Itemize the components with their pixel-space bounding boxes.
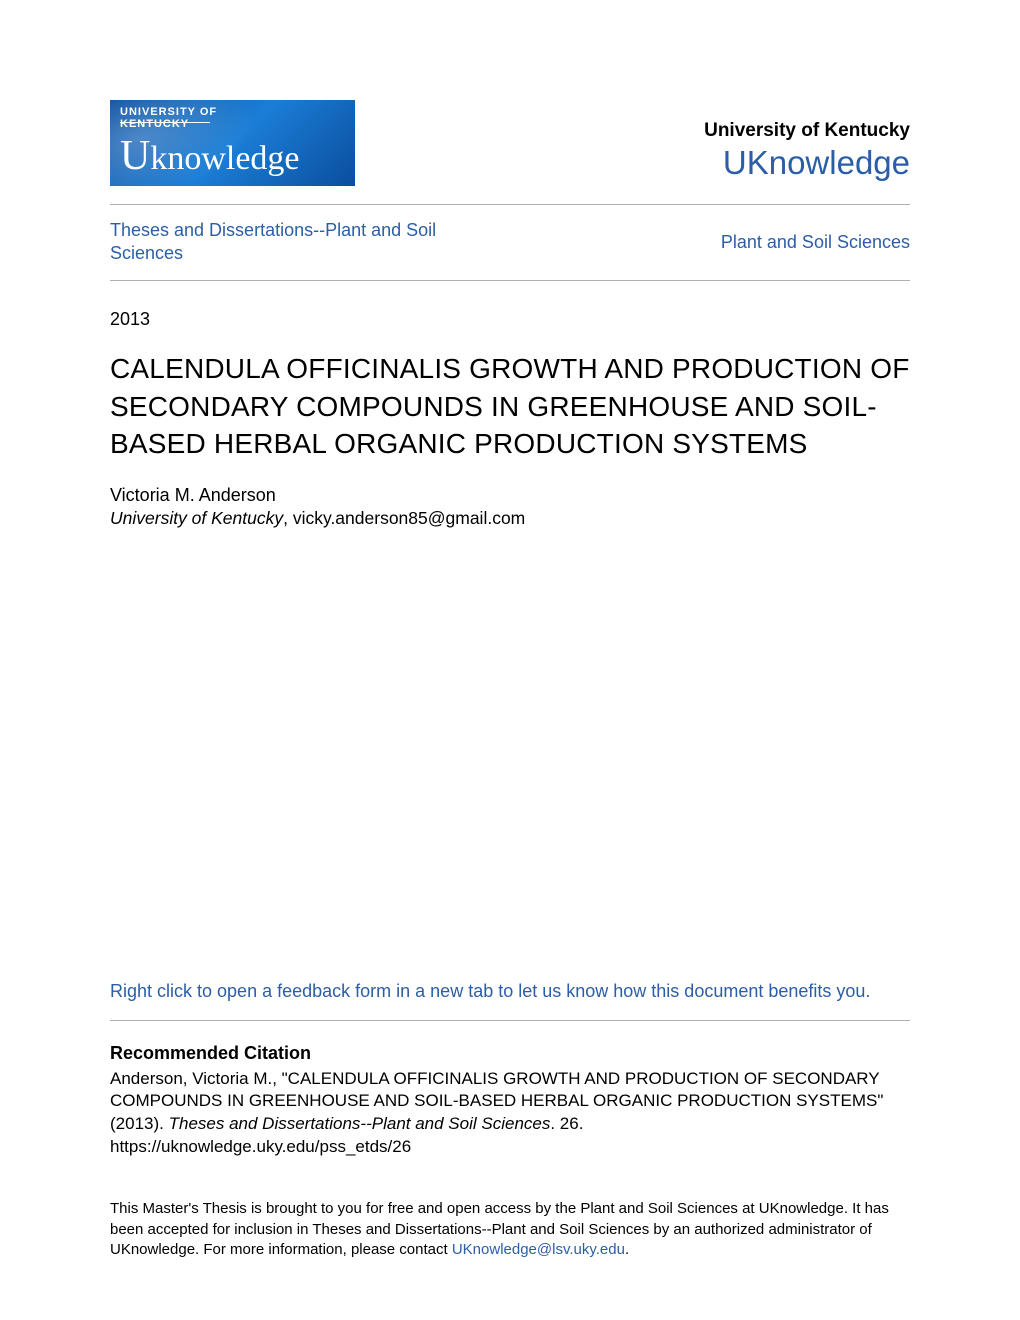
affiliation-text: University of Kentucky [110, 508, 283, 528]
breadcrumb-department-link[interactable]: Plant and Soil Sciences [721, 232, 910, 253]
header-right: University of Kentucky UKnowledge [704, 120, 910, 186]
footer-after: . [625, 1241, 629, 1258]
uknowledge-logo[interactable]: UNIVERSITY OF KENTUCKY Uknowledge [110, 100, 355, 186]
author-affiliation: University of Kentucky, vicky.anderson85… [110, 508, 910, 529]
page-container: UNIVERSITY OF KENTUCKY Uknowledge Univer… [0, 0, 1020, 1320]
author-name: Victoria M. Anderson [110, 485, 910, 506]
vertical-spacer [110, 529, 910, 940]
logo-small-text2: KENTUCKY [120, 118, 189, 130]
logo-wordmark: Uknowledge [120, 132, 300, 180]
university-name: University of Kentucky [704, 120, 910, 142]
feedback-link[interactable]: Right click to open a feedback form in a… [110, 981, 910, 1002]
publication-year: 2013 [110, 309, 910, 330]
affiliation-sep: , [283, 508, 293, 528]
breadcrumb-row: Theses and Dissertations--Plant and Soil… [110, 205, 910, 280]
footer-contact-link[interactable]: UKnowledge@lsv.uky.edu [452, 1241, 625, 1258]
footer-text: This Master's Thesis is brought to you f… [110, 1199, 910, 1260]
author-email: vicky.anderson85@gmail.com [293, 508, 525, 528]
recommended-citation-heading: Recommended Citation [110, 1043, 910, 1064]
recommended-citation-body: Anderson, Victoria M., "CALENDULA OFFICI… [110, 1068, 910, 1160]
logo-rest: knowledge [150, 140, 299, 177]
separator-3 [110, 1020, 910, 1021]
logo-divider [120, 122, 210, 123]
repository-link[interactable]: UKnowledge [704, 144, 910, 182]
logo-small-text1: UNIVERSITY OF [120, 106, 217, 118]
logo-small-line1: UNIVERSITY OF KENTUCKY [120, 106, 217, 130]
breadcrumb-collection-link[interactable]: Theses and Dissertations--Plant and Soil… [110, 219, 490, 266]
citation-series: Theses and Dissertations--Plant and Soil… [169, 1114, 551, 1133]
citation-url: https://uknowledge.uky.edu/pss_etds/26 [110, 1137, 411, 1156]
separator-2 [110, 280, 910, 281]
logo-big-u: U [120, 133, 150, 179]
citation-number: . 26. [550, 1114, 583, 1133]
document-title: CALENDULA OFFICINALIS GROWTH AND PRODUCT… [110, 350, 910, 463]
header-row: UNIVERSITY OF KENTUCKY Uknowledge Univer… [110, 100, 910, 186]
